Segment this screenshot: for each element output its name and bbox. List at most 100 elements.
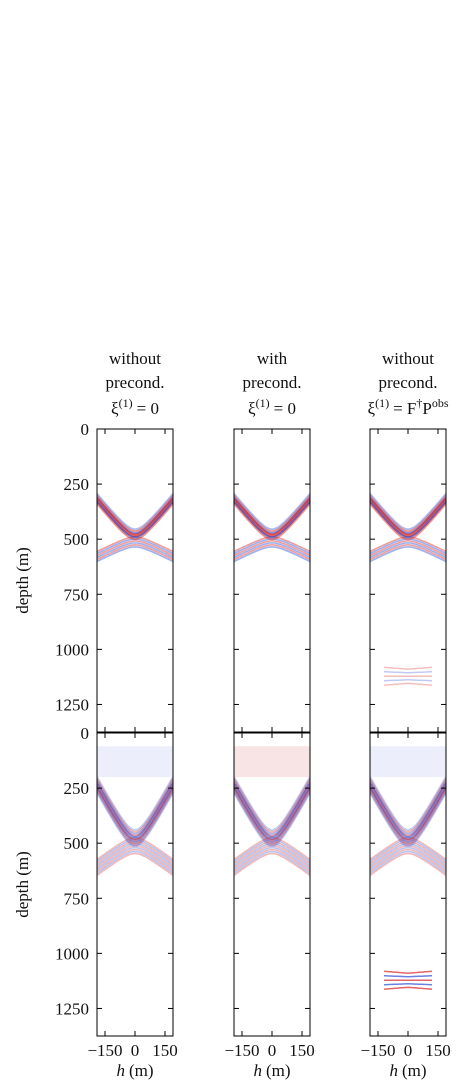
wave — [97, 503, 173, 541]
wave-deep — [383, 970, 433, 974]
wave-top — [97, 746, 173, 778]
image — [234, 493, 310, 563]
wave — [97, 848, 173, 873]
formula-sup: † — [416, 396, 422, 410]
wave — [97, 844, 173, 869]
wave — [370, 542, 446, 559]
x-tick-label: 150 — [152, 1041, 178, 1060]
x-axis-label: h (m) — [253, 1061, 290, 1080]
wave — [234, 842, 310, 867]
wave — [370, 778, 446, 833]
wave-top — [370, 746, 446, 778]
y-tick-label: 1250 — [55, 999, 89, 1018]
wave — [234, 544, 310, 561]
wave — [97, 850, 173, 874]
wave — [370, 783, 446, 840]
y-tick-label: 1000 — [55, 944, 89, 963]
wave — [370, 788, 446, 843]
x-tick-label: 150 — [289, 1041, 315, 1060]
wave — [370, 780, 446, 835]
formula-sup: (1) — [119, 396, 133, 410]
panel-title: without — [382, 349, 434, 368]
wave — [370, 540, 446, 557]
y-tick-label: 750 — [64, 889, 90, 908]
wave — [97, 542, 173, 559]
panel-title: with — [257, 349, 288, 368]
wave-deep — [384, 679, 432, 682]
wave — [97, 780, 173, 835]
x-tick-label: −150 — [87, 1041, 122, 1060]
formula-part: = F — [393, 399, 416, 418]
wave — [97, 788, 173, 843]
wave — [234, 852, 310, 876]
wave — [370, 786, 446, 841]
wave — [370, 546, 446, 563]
wave — [97, 776, 173, 832]
wave — [97, 792, 173, 847]
y-tick-label: 750 — [64, 585, 90, 604]
panel-formula: ξ(1) = F†Pobs — [367, 396, 448, 418]
formula-part: ξ — [248, 399, 256, 418]
wave — [370, 850, 446, 874]
wave — [370, 842, 446, 867]
wave — [97, 544, 173, 561]
panel-background — [370, 429, 446, 732]
wave — [97, 501, 173, 539]
x-tick-label: −150 — [224, 1041, 259, 1060]
wave — [370, 776, 446, 832]
formula-part: ξ — [111, 399, 119, 418]
panel-background — [234, 429, 310, 732]
wave-deep — [383, 986, 433, 990]
formula-part: = 0 — [137, 399, 159, 418]
wave — [234, 493, 310, 531]
panel-title: precond. — [378, 373, 437, 392]
x-axis-unit: (m) — [266, 1061, 291, 1080]
wave — [370, 503, 446, 541]
panel-background — [97, 429, 173, 732]
wave — [97, 540, 173, 557]
wave — [370, 501, 446, 539]
wave — [370, 498, 446, 537]
wave — [97, 840, 173, 865]
y-tick-label: 500 — [64, 834, 90, 853]
x-tick-label: 150 — [425, 1041, 451, 1060]
x-axis-unit: (m) — [129, 1061, 154, 1080]
wave — [234, 778, 310, 833]
x-tick-label: 0 — [131, 1041, 140, 1060]
panel-background — [97, 733, 173, 1036]
panel-formula: ξ(1) = 0 — [111, 396, 159, 418]
panel-formula: ξ(1) = 0 — [248, 396, 296, 418]
wave — [234, 495, 310, 533]
y-tick-label: 0 — [81, 724, 90, 743]
image — [370, 493, 446, 686]
wave — [234, 844, 310, 869]
wave-deep — [384, 671, 432, 674]
wave — [234, 850, 310, 874]
wave — [370, 544, 446, 561]
wave-deep — [384, 983, 432, 986]
wave-deep — [383, 666, 433, 670]
formula-sup: obs — [432, 396, 449, 410]
panel-title: precond. — [242, 373, 301, 392]
wave — [97, 493, 173, 531]
wave — [370, 844, 446, 869]
x-axis-label: h (m) — [116, 1061, 153, 1080]
wave — [97, 498, 173, 537]
wave — [97, 842, 173, 867]
y-axis-label: depth (m) — [13, 851, 32, 918]
x-axis-symbol: h — [116, 1061, 125, 1080]
panel-background — [370, 733, 446, 1036]
formula-sup: (1) — [256, 396, 270, 410]
wave — [97, 546, 173, 563]
wave — [97, 790, 173, 845]
wave — [234, 776, 310, 832]
x-tick-label: 0 — [404, 1041, 413, 1060]
y-tick-label: 1000 — [55, 640, 89, 659]
x-axis-unit: (m) — [402, 1061, 427, 1080]
image — [234, 746, 310, 876]
x-tick-label: −150 — [360, 1041, 395, 1060]
wave — [370, 792, 446, 847]
y-tick-label: 0 — [81, 420, 90, 439]
formula-part: = 0 — [274, 399, 296, 418]
